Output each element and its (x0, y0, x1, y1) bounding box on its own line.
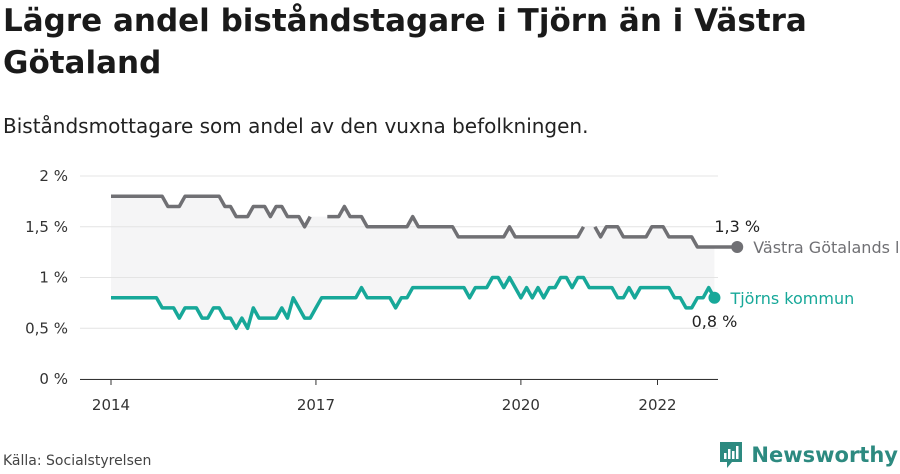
y-tick-label: 0,5 % (25, 319, 68, 337)
series-line-0 (111, 194, 738, 249)
series-name-label-0: Västra Götalands län (753, 238, 900, 257)
brand-name: Newsworthy (751, 443, 898, 467)
series-value-label-1: 0,8 % (692, 312, 738, 331)
series-line-1 (111, 275, 716, 331)
y-tick-label: 2 % (39, 167, 68, 185)
series-value-label-0: 1,3 % (714, 217, 760, 236)
newsworthy-logo-icon (720, 442, 743, 468)
x-tick-label: 2014 (92, 396, 130, 414)
series-end-marker-0 (731, 241, 744, 254)
x-tick-label: 2020 (502, 396, 540, 414)
x-tick-label: 2017 (297, 396, 335, 414)
y-tick-label: 1 % (39, 269, 68, 287)
series-gap-band (111, 196, 715, 329)
chart-title: Lägre andel biståndstagare i Tjörn än i … (3, 3, 807, 81)
chart-subtitle: Biståndsmottagare som andel av den vuxna… (3, 114, 589, 138)
series-end-marker-1 (708, 291, 721, 304)
y-tick-label: 1,5 % (25, 218, 68, 236)
source-note: Källa: Socialstyrelsen (3, 453, 152, 469)
series-name-label-1: Tjörns kommun (729, 289, 854, 308)
brand-logo: Newsworthy (718, 440, 898, 470)
y-tick-label: 0 % (39, 370, 68, 388)
x-tick-label: 2022 (638, 396, 676, 414)
